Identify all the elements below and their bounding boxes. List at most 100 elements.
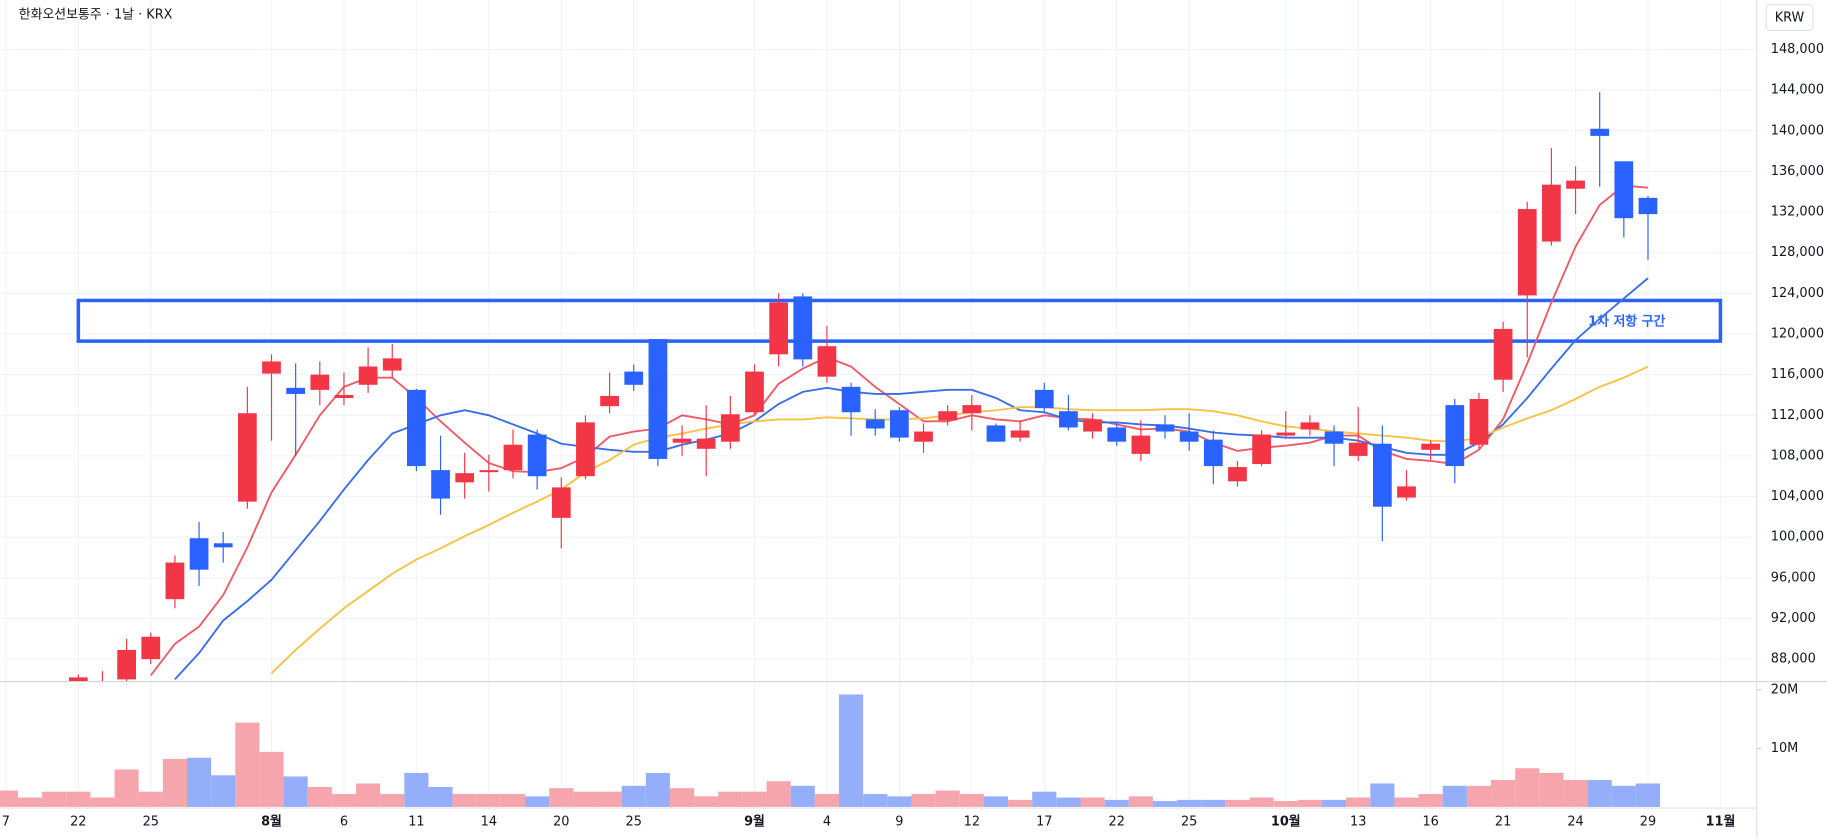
volume-bar (694, 796, 719, 807)
volume-bar (162, 758, 187, 807)
candle-body (455, 473, 475, 483)
candle-body (1614, 161, 1634, 219)
volume-bar (380, 794, 405, 807)
candle-body (286, 387, 306, 394)
volume-bar (887, 796, 912, 807)
volume-bar (1032, 791, 1057, 807)
volume-bar (331, 794, 357, 807)
candle-body (237, 413, 257, 502)
candle-body (117, 649, 136, 680)
volume-bar (476, 794, 501, 807)
candle-body (769, 302, 789, 355)
candle-body (938, 411, 958, 421)
candle-body (745, 371, 764, 413)
x-tick-label: 17 (1036, 815, 1052, 830)
volume-bar (911, 794, 936, 807)
candle-body (1542, 184, 1561, 242)
candle-body (1276, 432, 1296, 436)
candle-body (1107, 427, 1127, 442)
x-tick-label: 25 (143, 815, 159, 830)
candle-body (310, 374, 330, 390)
candle-body (1324, 431, 1344, 444)
candle-body (1203, 439, 1223, 467)
volume-bar (1273, 801, 1298, 807)
volume-bar (1466, 785, 1492, 807)
x-tick-label: 22 (1109, 815, 1125, 830)
volume-bar (1177, 799, 1202, 807)
x-tick-label: 14 (481, 815, 497, 830)
y-tick-label: 128,000 (1771, 245, 1824, 260)
candle-body (576, 422, 595, 477)
candle-body (334, 394, 354, 399)
volume-bar (0, 790, 18, 807)
currency: KRW (1775, 11, 1805, 26)
candle-body (986, 425, 1006, 442)
candle-body (1445, 405, 1465, 467)
volume-bar (1201, 799, 1226, 807)
candle-body (865, 419, 885, 429)
x-tick-label: 9월 (744, 814, 765, 830)
y-tick-label: 112,000 (1771, 408, 1824, 423)
candle-body (696, 438, 716, 449)
volume-bar (1008, 799, 1033, 807)
candle-body (503, 444, 523, 471)
volume-bar (1152, 801, 1178, 807)
x-tick-label: 24 (1567, 815, 1583, 830)
y-tick-label: 116,000 (1771, 367, 1824, 382)
volume-bar (1611, 785, 1636, 807)
volume-bar (549, 788, 574, 807)
volume-bar (1491, 779, 1516, 807)
volume-bar (1104, 799, 1129, 807)
volume-bar (500, 794, 526, 807)
volume-bar (211, 775, 236, 807)
candle-body (213, 543, 233, 548)
candle-body (1566, 180, 1585, 189)
candle-body (890, 410, 909, 438)
candle-body (1228, 467, 1247, 482)
x-tick-label: 7 (2, 815, 10, 830)
candle-body (1421, 443, 1441, 450)
candle-body (551, 487, 571, 518)
volume-bar (742, 791, 767, 807)
candle-body (431, 470, 450, 499)
y-tick-label: 124,000 (1771, 286, 1824, 301)
candle-body (1300, 422, 1320, 430)
x-tick-label: 8월 (261, 814, 282, 830)
y-tick-label: 92,000 (1771, 611, 1816, 626)
volume-bar (1056, 797, 1081, 807)
y-tick-label: 120,000 (1771, 326, 1824, 341)
y-tick-label: 140,000 (1771, 123, 1824, 138)
volume-bar (1635, 783, 1661, 807)
volume-bar (186, 757, 212, 807)
volume-bar (766, 781, 791, 807)
candle-body (841, 386, 861, 413)
y-tick-label: 108,000 (1771, 448, 1824, 463)
volume-bar (718, 791, 743, 807)
price-pane: 1차 저항 구간 (68, 92, 1723, 682)
candle-body (793, 296, 813, 360)
volume-bar (1080, 797, 1105, 807)
volume-bar (1418, 794, 1443, 807)
x-tick-label: 25 (626, 815, 642, 830)
volume-bar (404, 772, 429, 807)
moving-average (149, 184, 1649, 676)
candle-body (479, 470, 499, 473)
currency-box[interactable] (1765, 4, 1814, 32)
candle-body (358, 366, 378, 385)
volume-bar (1249, 797, 1274, 807)
y-tick-label: 144,000 (1771, 83, 1824, 98)
volume-bar (1225, 799, 1250, 807)
volume-bar (935, 790, 960, 807)
volume-bar (959, 794, 984, 807)
candle-body (1469, 399, 1489, 445)
y-tick-label: 136,000 (1771, 164, 1824, 179)
volume-bar (839, 694, 864, 807)
candle-body (68, 677, 88, 682)
volume-bar (138, 791, 163, 807)
candle-body (914, 431, 933, 442)
volume-bar (621, 785, 646, 807)
x-tick-label: 6 (340, 815, 348, 830)
y-tick-label: 104,000 (1771, 489, 1824, 504)
